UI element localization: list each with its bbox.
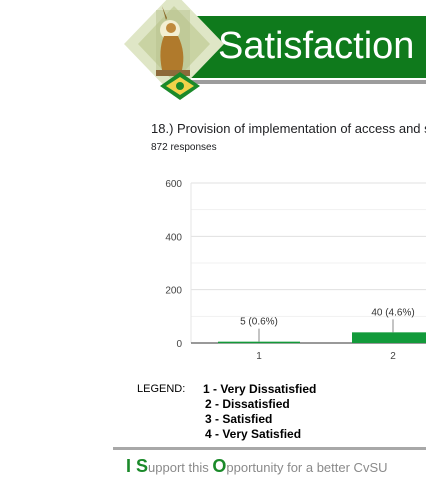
footer-part: I — [126, 456, 137, 476]
header-banner: Satisfaction S — [0, 0, 426, 100]
legend-item-2: 2 - Dissatisfied — [205, 397, 290, 411]
legend-item-3: 3 - Satisfied — [205, 412, 273, 426]
legend-title: LEGEND: — [137, 383, 186, 395]
x-tick-label: 1 — [256, 351, 262, 362]
chart-grid — [190, 182, 426, 344]
footer-divider — [113, 447, 426, 450]
y-tick-label: 200 — [165, 286, 182, 297]
banner-title: Satisfaction S — [218, 25, 426, 67]
bar — [352, 332, 426, 343]
data-label: 5 (0.6%) — [240, 317, 278, 328]
y-tick-label: 400 — [165, 232, 182, 243]
footer-part: pportunity for a better CvSU — [226, 460, 388, 475]
footer-slogan: I Support this Opportunity for a better … — [126, 456, 388, 477]
x-tick-label: 2 — [390, 351, 396, 362]
y-tick-label: 600 — [165, 179, 182, 190]
footer-part: O — [212, 456, 227, 476]
legend-item-4: 4 - Very Satisfied — [205, 427, 302, 441]
response-count: 872 responses — [151, 142, 217, 153]
university-logo-icon — [124, 0, 224, 100]
data-label: 40 (4.6%) — [371, 307, 414, 318]
question-title: 18.) Provision of implementation of acce… — [151, 121, 426, 136]
data-labels: 5 (0.6%) 40 (4.6%) — [240, 307, 415, 342]
footer-part: S — [136, 456, 149, 476]
chart-bars — [218, 332, 426, 344]
banner-divider — [170, 80, 426, 84]
footer-part: upport this — [148, 460, 213, 475]
legend-item-1: 1 - Very Dissatisfied — [203, 382, 317, 396]
y-axis-ticks: 0 200 400 600 — [165, 179, 182, 350]
y-tick-label: 0 — [176, 339, 182, 350]
bar — [218, 341, 300, 344]
